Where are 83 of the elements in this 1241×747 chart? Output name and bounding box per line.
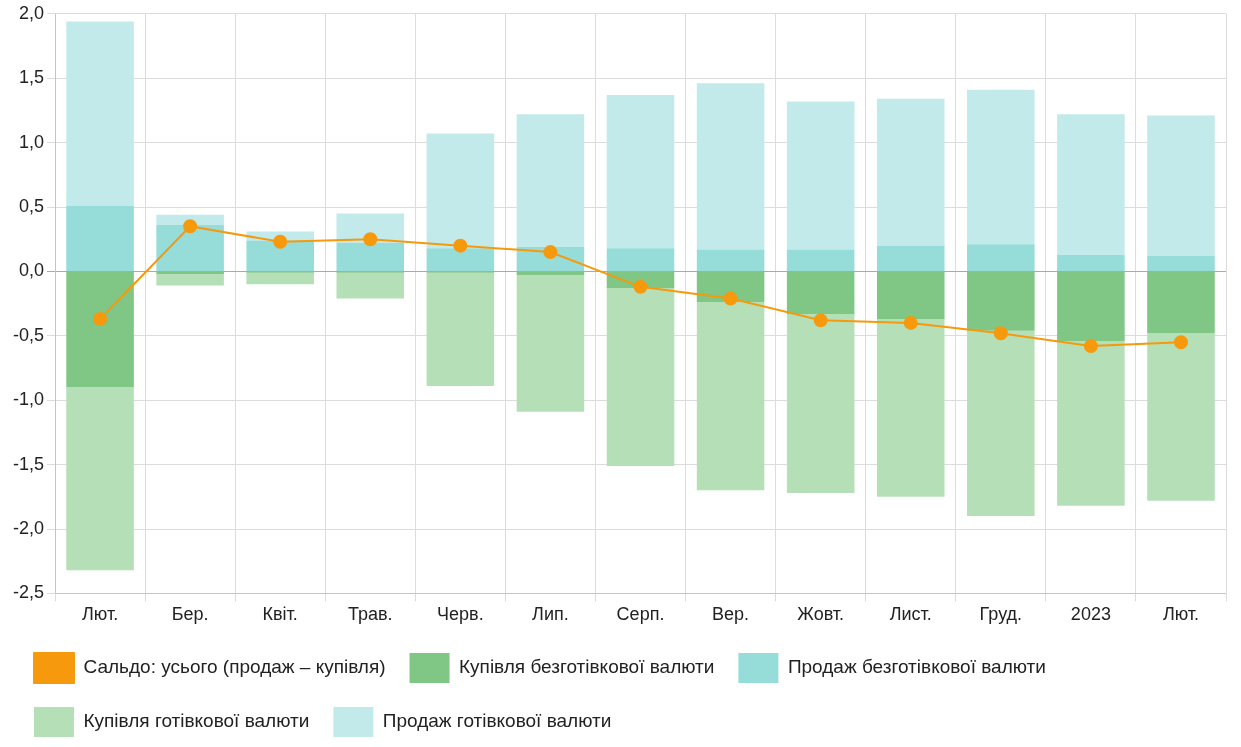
- legend-label: Купівля безготівкової валюти: [459, 656, 715, 678]
- bar: [606, 94, 675, 249]
- point: [273, 234, 288, 249]
- point: [1173, 335, 1188, 350]
- x-tick-label: Серп.: [616, 604, 665, 625]
- point: [903, 315, 918, 330]
- bar: [786, 271, 855, 314]
- bar: [426, 248, 495, 271]
- bar: [606, 288, 675, 466]
- y-tick-label: -2,5: [12, 582, 45, 603]
- bar: [156, 273, 224, 286]
- bar: [1147, 333, 1215, 501]
- bar: [1147, 271, 1215, 334]
- x-tick-label: Жовт.: [797, 604, 845, 625]
- y-tick-label: 1,0: [18, 131, 45, 152]
- y-tick-label: 2,0: [18, 2, 45, 23]
- bar: [336, 243, 405, 271]
- bar: [516, 275, 585, 412]
- bar: [246, 272, 314, 285]
- legend-label: Сальдо: усього (продаж – купівля): [83, 656, 386, 678]
- point: [363, 232, 378, 247]
- bar: [246, 240, 314, 271]
- point: [633, 279, 648, 294]
- point: [723, 291, 738, 306]
- bar: [1147, 115, 1215, 256]
- y-tick-label: -0,5: [12, 324, 45, 345]
- bar: [1057, 271, 1125, 341]
- bar: [156, 271, 224, 274]
- x-tick-label: Лют.: [81, 604, 119, 625]
- x-tick-label: Лист.: [889, 604, 932, 625]
- y-tick-label: -2,0: [12, 517, 45, 538]
- x-tick-label: Лют.: [1162, 604, 1200, 625]
- bar: [696, 249, 765, 271]
- bar: [876, 98, 945, 246]
- point: [183, 219, 198, 234]
- bar: [967, 89, 1035, 245]
- bar: [66, 387, 134, 571]
- y-tick-label: 0,0: [18, 260, 45, 281]
- bar: [426, 133, 495, 249]
- x-tick-label: Квіт.: [262, 604, 298, 625]
- legend-label: Купівля готівкової валюти: [83, 710, 310, 732]
- x-tick-label: Трав.: [347, 604, 393, 625]
- legend-label: Продаж безготівкової валюти: [787, 656, 1046, 678]
- bar: [156, 225, 224, 271]
- bar: [516, 114, 585, 247]
- point: [813, 313, 828, 328]
- legend-label: Продаж готівкової валюти: [382, 710, 612, 732]
- bar: [1057, 254, 1125, 271]
- bar: [967, 330, 1035, 517]
- bar: [696, 302, 765, 491]
- bar: [1057, 114, 1125, 255]
- bar: [876, 271, 945, 320]
- x-tick-label: Вер.: [712, 604, 750, 625]
- bar: [66, 21, 134, 206]
- point: [1083, 339, 1098, 354]
- x-tick-label: Бер.: [171, 604, 209, 625]
- y-tick-label: 1,5: [18, 67, 45, 88]
- bar: [786, 101, 855, 250]
- x-tick-label: Черв.: [437, 604, 484, 625]
- bar: [967, 271, 1035, 331]
- y-tick-label: -1,5: [12, 453, 45, 474]
- bar: [336, 272, 405, 299]
- bar: [66, 271, 134, 388]
- bar: [967, 244, 1035, 271]
- y-tick-label: -1,0: [12, 389, 45, 410]
- point: [543, 245, 558, 260]
- point: [993, 326, 1008, 341]
- bar: [876, 319, 945, 497]
- x-tick-label: Лип.: [532, 604, 569, 625]
- point: [453, 238, 468, 253]
- bar: [696, 83, 765, 250]
- bar: [1057, 340, 1125, 506]
- x-tick-label: 2023: [1070, 604, 1111, 625]
- y-tick-label: 0,5: [18, 195, 45, 216]
- bar: [66, 205, 134, 271]
- bar: [786, 313, 855, 493]
- bar: [1147, 255, 1215, 271]
- point: [93, 312, 108, 327]
- bar: [606, 248, 675, 271]
- x-tick-label: Груд.: [979, 604, 1023, 625]
- bar: [876, 245, 945, 271]
- bar: [786, 249, 855, 271]
- bar: [426, 272, 495, 387]
